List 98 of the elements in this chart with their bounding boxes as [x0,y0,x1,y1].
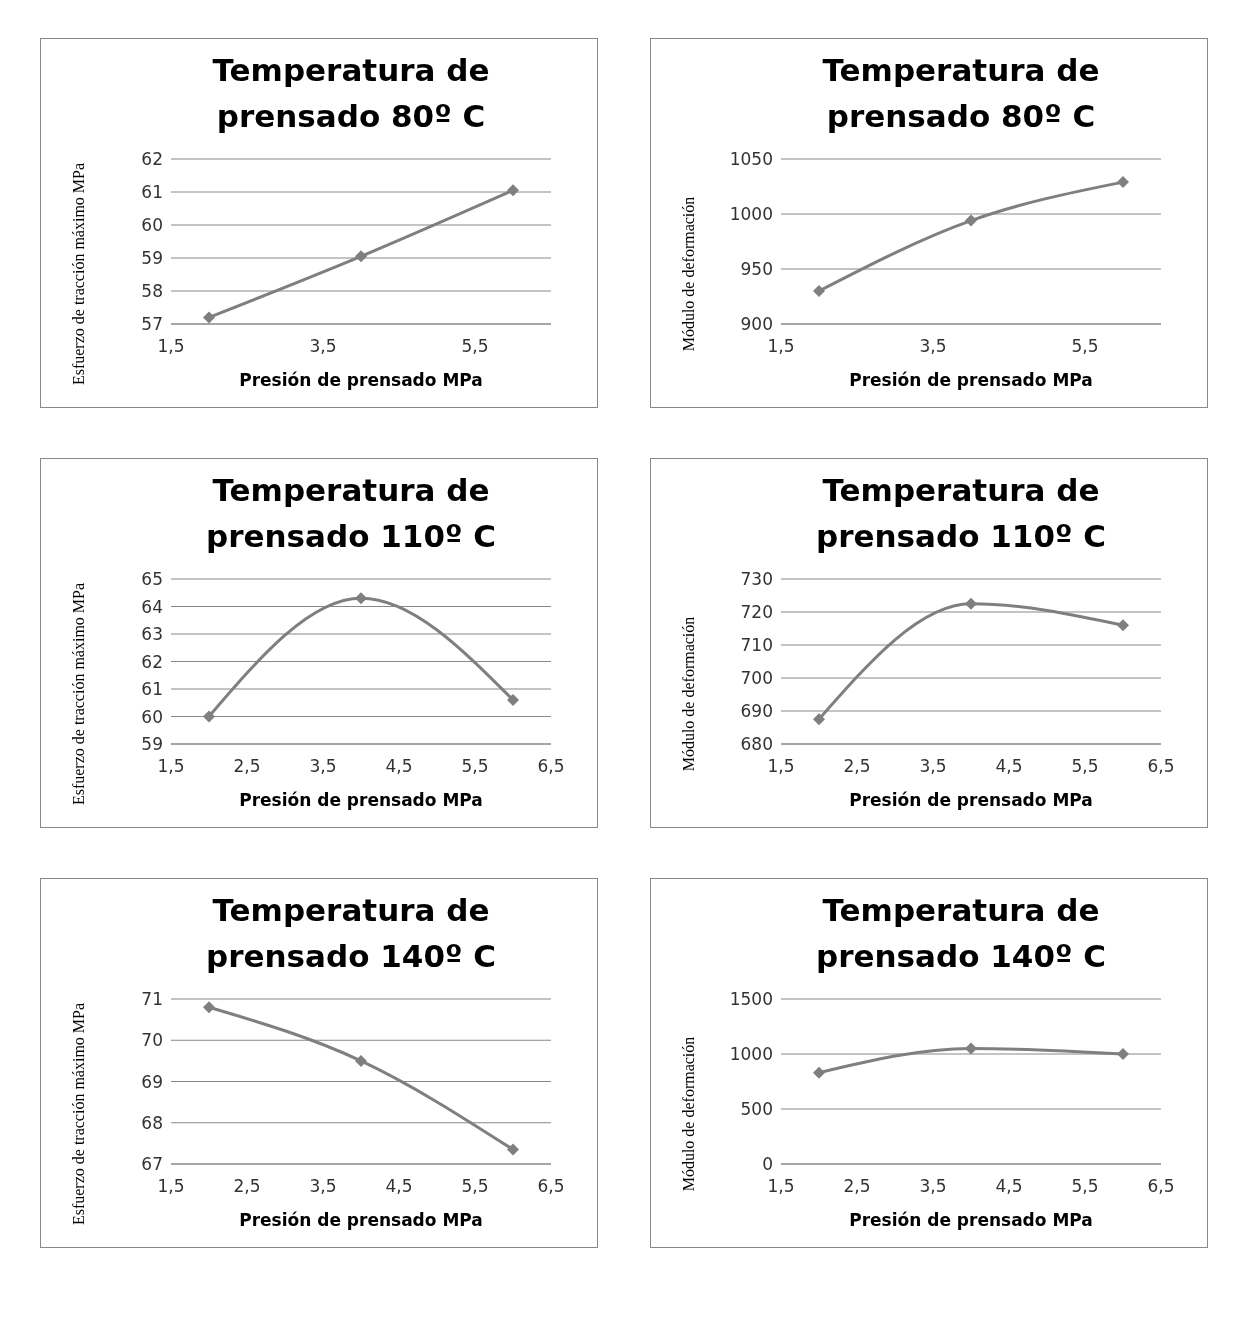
x-axis-title: Presión de prensado MPa [239,370,483,390]
y-tick-label: 64 [141,596,163,617]
x-tick-label: 6,5 [537,1176,565,1197]
y-tick-label: 71 [141,989,163,1010]
y-tick-label: 67 [141,1154,163,1175]
x-tick-label: 1,5 [767,336,795,357]
x-tick-label: 1,5 [767,1176,795,1197]
chart-title: Temperatura de prensado 110º C [815,471,1107,556]
chart-title: Temperatura de prensado 80º C [211,51,491,136]
x-tick-label: 6,5 [1147,1176,1175,1197]
y-tick-label: 1050 [729,149,773,170]
chart-title: Temperatura de prensado 80º C [821,51,1101,136]
y-tick-label: 70 [141,1030,163,1051]
y-tick-label: 59 [141,248,163,269]
x-tick-label: 4,5 [385,756,413,777]
point [965,597,977,610]
point [203,710,215,723]
point [355,1054,367,1067]
x-tick-label: 5,5 [461,1176,489,1197]
x-tick-label: 3,5 [309,1176,337,1197]
point [203,311,215,324]
x-tick-label: 4,5 [995,756,1023,777]
point [507,1143,519,1156]
y-tick-label: 58 [141,281,163,302]
chart-title: Temperatura de prensado 110º C [205,471,497,556]
y-tick-label: 63 [141,624,163,645]
y-tick-label: 62 [141,149,163,170]
y-tick-label: 1500 [729,989,773,1010]
chart-title: Temperatura de prensado 140º C [815,891,1107,976]
x-tick-label: 3,5 [919,756,947,777]
point [355,592,367,605]
y-tick-label: 700 [740,668,773,689]
y-tick-label: 61 [141,182,163,203]
x-tick-label: 1,5 [157,336,185,357]
x-tick-label: 3,5 [309,336,337,357]
x-tick-label: 2,5 [233,756,261,777]
y-tick-label: 60 [141,215,163,236]
x-axis-title: Presión de prensado MPa [849,790,1093,810]
y-tick-label: 710 [740,635,773,656]
point [355,250,367,263]
x-tick-label: 4,5 [995,1176,1023,1197]
y-tick-label: 500 [740,1099,773,1120]
y-tick-label: 730 [740,569,773,590]
x-tick-label: 2,5 [843,1176,871,1197]
point [965,214,977,227]
y-tick-label: 65 [141,569,163,590]
y-tick-label: 950 [740,259,773,280]
x-tick-label: 1,5 [767,756,795,777]
x-axis-title: Presión de prensado MPa [849,370,1093,390]
y-tick-label: 720 [740,602,773,623]
x-axis-title: Presión de prensado MPa [849,1210,1093,1230]
y-axis-title: Módulo de deformación [680,196,698,352]
point [1117,1048,1129,1060]
y-tick-label: 69 [141,1071,163,1092]
chart-title: Temperatura de prensado 140º C [205,891,497,976]
point [507,184,519,197]
x-tick-label: 1,5 [157,1176,185,1197]
x-axis-title: Presión de prensado MPa [239,1210,483,1230]
y-tick-label: 0 [762,1154,773,1175]
y-axis-title: Esfuerzo de tracción máximo MPa [70,162,88,386]
x-tick-label: 3,5 [919,336,947,357]
x-tick-label: 5,5 [1071,1176,1099,1197]
y-tick-label: 1000 [729,1044,773,1065]
x-tick-label: 6,5 [1147,756,1175,777]
x-tick-label: 6,5 [537,756,565,777]
x-tick-label: 1,5 [157,756,185,777]
x-tick-label: 2,5 [843,756,871,777]
point [507,694,519,706]
y-axis-title: Esfuerzo de tracción máximo MPa [70,1002,88,1226]
y-tick-label: 690 [740,701,773,722]
y-tick-label: 62 [141,651,163,672]
y-tick-label: 900 [740,314,773,335]
y-tick-label: 60 [141,706,163,727]
point [813,1066,825,1079]
y-tick-label: 68 [141,1112,163,1133]
y-tick-label: 57 [141,314,163,335]
y-tick-label: 61 [141,679,163,700]
x-tick-label: 3,5 [309,756,337,777]
x-tick-label: 2,5 [233,1176,261,1197]
x-tick-label: 5,5 [461,756,489,777]
point [813,713,825,726]
point [813,285,825,297]
y-tick-label: 59 [141,734,163,755]
x-tick-label: 5,5 [461,336,489,357]
point [965,1042,977,1055]
point [1117,619,1129,632]
y-axis-title: Esfuerzo de tracción máximo MPa [70,582,88,806]
point [203,1001,215,1014]
x-tick-label: 3,5 [919,1176,947,1197]
y-tick-label: 680 [740,734,773,755]
y-axis-title: Módulo de deformación [680,616,698,772]
x-tick-label: 5,5 [1071,756,1099,777]
point [1117,176,1129,189]
y-axis-title: Módulo de deformación [680,1036,698,1192]
x-tick-label: 5,5 [1071,336,1099,357]
x-axis-title: Presión de prensado MPa [239,790,483,810]
y-tick-label: 1000 [729,204,773,225]
x-tick-label: 4,5 [385,1176,413,1197]
